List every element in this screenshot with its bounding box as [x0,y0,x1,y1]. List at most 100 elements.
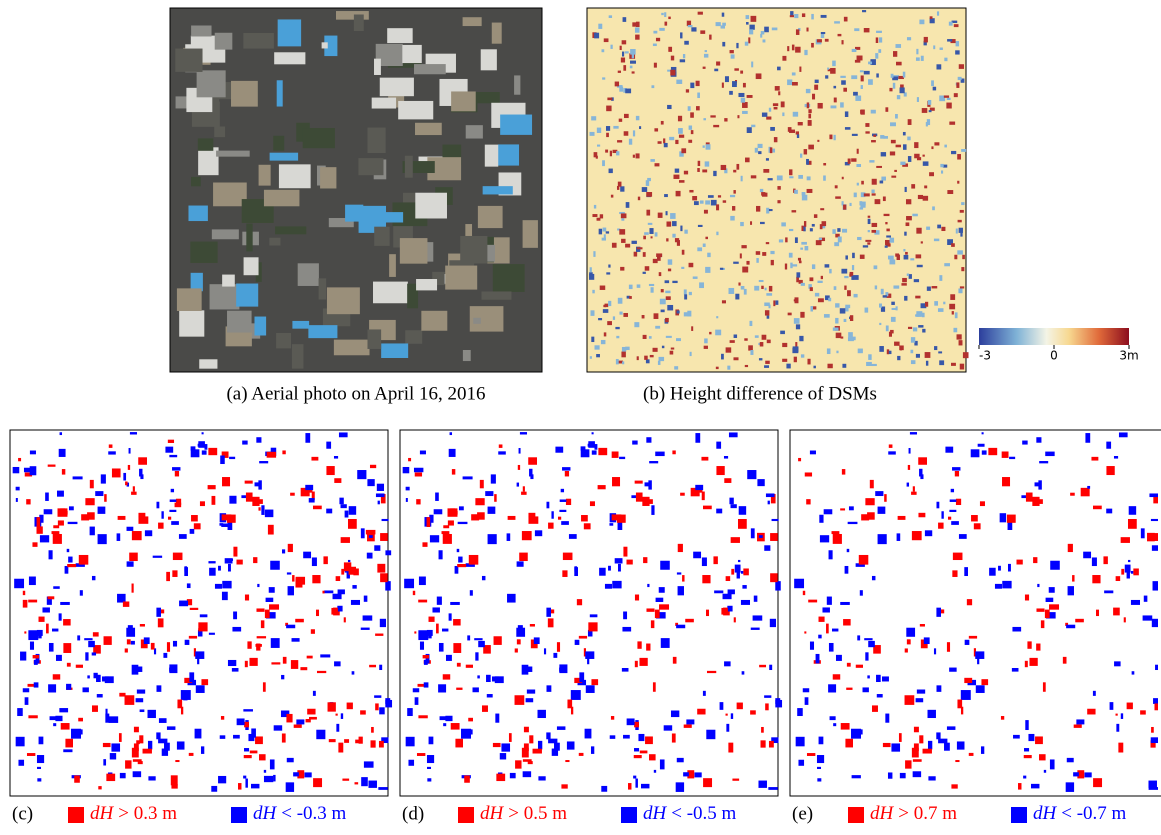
pixel [71,729,81,739]
pixel [286,714,292,723]
pixel [876,675,881,682]
pixel [907,37,911,40]
pixel [595,345,600,349]
pixel [265,610,270,618]
pixel [833,534,842,544]
pixel [200,501,205,506]
building [215,33,233,50]
pixel [634,252,638,257]
pixel [847,549,850,552]
pixel [913,771,921,777]
pixel [1029,658,1037,666]
pixel [750,710,756,714]
pixel [914,142,918,148]
pixel [165,447,173,453]
pixel [623,313,628,317]
pixel [404,579,414,588]
pixel [953,553,963,560]
pixel [48,465,56,467]
pixel [906,216,912,220]
pixel [1013,735,1020,739]
pixel [817,140,819,142]
pixel [1128,519,1137,529]
pixel [621,58,625,63]
pixel [61,723,70,730]
pixel [807,753,815,756]
pixel [705,267,710,273]
pixel [941,511,943,518]
pixel [766,242,769,244]
pixel [941,170,943,173]
pixel [522,665,529,675]
pixel [957,334,962,339]
pixel [689,190,693,193]
pixel [1046,598,1054,602]
pixel [245,661,248,667]
pixel [820,208,824,210]
pixel [762,252,766,256]
pixel [804,149,807,154]
pixel [837,228,840,232]
building [216,151,250,157]
pixel [762,335,767,340]
pixel [453,643,461,653]
pixel [690,352,692,356]
pixel [253,557,257,563]
pixel [934,301,938,306]
pixel [716,22,721,26]
pixel [380,619,386,627]
pixel [844,276,848,278]
pixel [834,21,840,23]
pixel [123,601,129,606]
pixel [133,486,135,491]
pixel [774,137,778,142]
pixel [726,576,731,581]
pixel [104,494,106,502]
pixel [271,662,280,664]
pixel [233,611,237,619]
pixel [629,285,633,289]
pixel [1009,457,1015,459]
pixel [357,470,366,479]
pixel [446,655,452,661]
pixel [523,486,525,491]
pixel [622,40,627,44]
pixel [612,477,620,486]
pixel [924,637,930,644]
pixel [770,573,777,582]
pixel [703,778,712,787]
pixel [808,109,811,113]
pixel [607,98,612,101]
pixel [1002,477,1010,486]
pixel [934,239,939,242]
pixel [923,196,928,201]
pixel [914,743,919,751]
pixel [789,229,793,231]
pixel [734,83,737,85]
pixel [911,492,917,495]
pixel [911,337,915,343]
pixel [500,753,506,759]
pixel [598,485,606,489]
pixel [242,441,247,445]
pixel [1041,620,1044,628]
pixel [487,694,493,697]
building [493,264,525,292]
pixel [921,56,924,61]
pixel [131,492,137,495]
pixel [743,568,749,575]
building [190,242,217,263]
pixel [810,287,813,291]
pixel [732,206,735,211]
pixel [642,497,649,506]
pixel [952,311,954,314]
pixel [1027,641,1031,648]
pixel [871,190,874,194]
pixel [907,274,909,276]
pixel [634,755,642,758]
pixel [725,76,729,82]
building [478,206,503,228]
pixel [48,684,56,692]
pixel [517,483,519,487]
pixel [111,743,120,751]
